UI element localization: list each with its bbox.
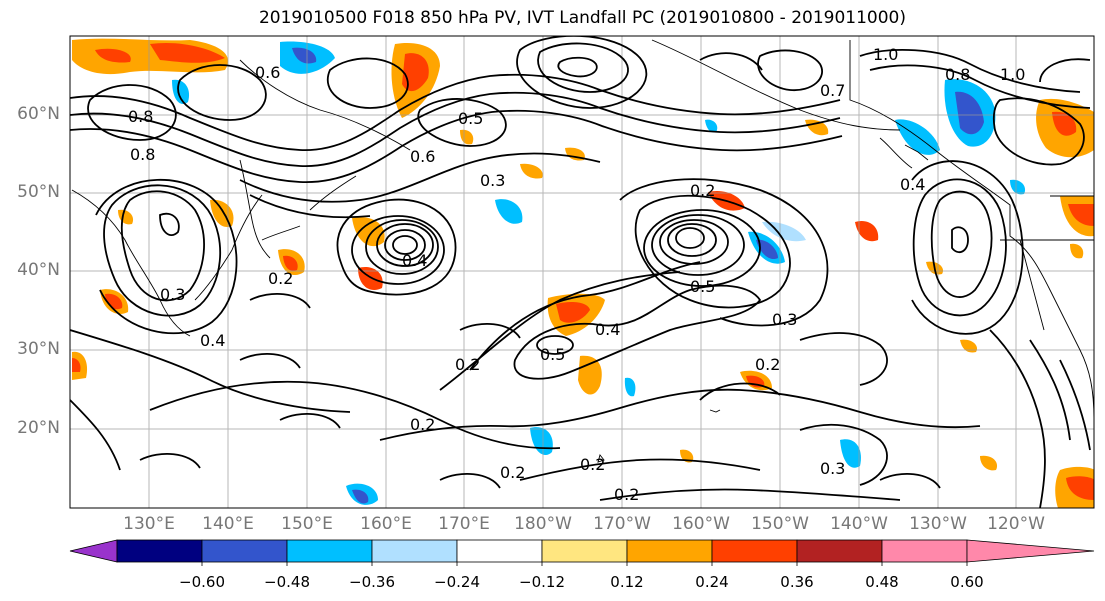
contour-label: 0.8: [130, 145, 155, 164]
latitude-label: 40°N: [17, 260, 60, 280]
contour-label: 0.8: [945, 65, 970, 84]
map-title: 2019010500 F018 850 hPa PV, IVT Landfall…: [258, 8, 906, 28]
colorbar-tick-label: 0.36: [780, 573, 814, 591]
map-area: 0.2 0.2 0.2 0.2 0.2 0.2 0.2 0.2 0.3 0.3 …: [70, 36, 1094, 508]
contour-label-group: 0.2 0.2 0.2 0.2 0.2 0.2 0.2 0.2 0.3 0.3 …: [128, 45, 1025, 504]
colorbar-tick-label: −0.60: [179, 573, 225, 591]
contour-label: 0.3: [480, 171, 505, 190]
colorbar-tick-label: 0.24: [695, 573, 729, 591]
longitude-label: 160°W: [672, 514, 730, 534]
colorbar: [69, 539, 1095, 566]
contour-label: 0.2: [455, 355, 480, 374]
colorbar-tick-label: −0.48: [264, 573, 310, 591]
contour-label: 0.4: [900, 175, 925, 194]
colorbar-tick-label: −0.24: [434, 573, 480, 591]
colorbar-segment: [796, 539, 883, 563]
colorbar-tick-label: −0.36: [349, 573, 395, 591]
colorbar-tick-label: 0.12: [610, 573, 644, 591]
contour-label: 0.5: [458, 109, 483, 128]
contour-label: 0.2: [500, 463, 525, 482]
contour-label: 0.8: [128, 107, 153, 126]
colorbar-segment: [881, 539, 968, 563]
colorbar-segment: [626, 539, 713, 563]
contour-label: 0.6: [255, 63, 280, 82]
longitude-label: 160°E: [360, 514, 412, 534]
contour-label: 0.2: [410, 415, 435, 434]
colorbar-segment: [371, 539, 458, 563]
colorbar-segment: [711, 539, 798, 563]
contour-label: 1.0: [873, 45, 898, 64]
contour-label: 0.4: [402, 251, 427, 270]
contour-label: 0.4: [200, 331, 225, 350]
colorbar-segment: [201, 539, 288, 563]
contour-label: 0.6: [410, 147, 435, 166]
colorbar-tick-label: 0.60: [950, 573, 984, 591]
colorbar-tick-label: 0.48: [865, 573, 899, 591]
pv-contours: [70, 36, 1091, 508]
latitude-label: 30°N: [17, 339, 60, 359]
colorbar-segment: [116, 539, 203, 563]
longitude-label: 180°W: [514, 514, 572, 534]
colorbar-extend-high: [966, 539, 1095, 563]
colorbar-segment: [286, 539, 373, 563]
colorbar-segment: [456, 539, 543, 563]
contour-label: 0.5: [540, 345, 565, 364]
colorbar-tick-label: −0.12: [519, 573, 565, 591]
latitude-label: 50°N: [17, 182, 60, 202]
contour-label: 0.7: [820, 81, 845, 100]
longitude-label: 150°E: [281, 514, 333, 534]
contour-label: 0.3: [160, 285, 185, 304]
colorbar-extend-low: [69, 539, 118, 563]
contour-label: 0.3: [772, 310, 797, 329]
contour-label: 0.2: [268, 269, 293, 288]
graticule: [70, 36, 1094, 508]
contour-label: 0.2: [690, 181, 715, 200]
contour-label: 0.5: [690, 277, 715, 296]
longitude-label: 130°W: [909, 514, 967, 534]
longitude-label: 170°W: [593, 514, 651, 534]
contour-label: 0.4: [595, 320, 620, 339]
longitude-label: 130°E: [123, 514, 175, 534]
map-frame: [69, 35, 1095, 509]
longitude-label: 140°E: [202, 514, 254, 534]
colorbar-segment: [541, 539, 628, 563]
contour-label: 0.2: [580, 455, 605, 474]
longitude-label: 140°W: [830, 514, 888, 534]
contour-label: 0.2: [614, 485, 639, 504]
longitude-label: 120°W: [987, 514, 1045, 534]
latitude-label: 60°N: [17, 104, 60, 124]
latitude-label: 20°N: [17, 418, 60, 438]
longitude-label: 170°E: [438, 514, 490, 534]
longitude-label: 150°W: [751, 514, 809, 534]
contour-label: 0.3: [820, 459, 845, 478]
contour-label: 1.0: [1000, 65, 1025, 84]
coastlines: [71, 39, 1094, 463]
contour-label: 0.2: [755, 355, 780, 374]
